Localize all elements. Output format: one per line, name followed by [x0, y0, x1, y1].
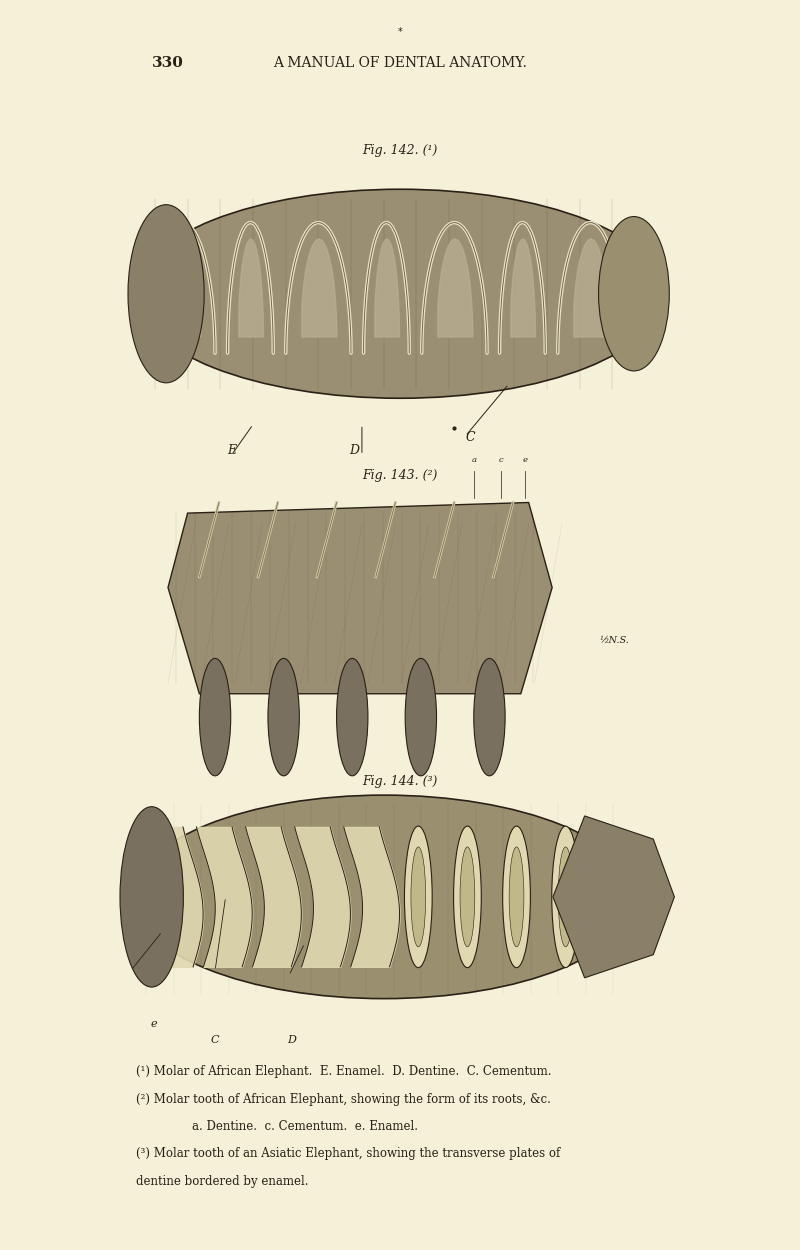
Text: Fig. 142. (¹): Fig. 142. (¹)	[362, 144, 438, 156]
Text: D: D	[349, 444, 358, 456]
Text: Fig. 144. (³): Fig. 144. (³)	[362, 775, 438, 788]
Text: a. Dentine.  c. Cementum.  e. Enamel.: a. Dentine. c. Cementum. e. Enamel.	[192, 1120, 418, 1132]
Text: (²) Molar tooth of African Elephant, showing the form of its roots, &c.: (²) Molar tooth of African Elephant, sho…	[136, 1092, 551, 1105]
Text: c: c	[499, 456, 503, 464]
Ellipse shape	[136, 189, 664, 399]
Text: 330: 330	[152, 56, 184, 70]
Text: (³) Molar tooth of an Asiatic Elephant, showing the transverse plates of: (³) Molar tooth of an Asiatic Elephant, …	[136, 1148, 560, 1160]
Ellipse shape	[460, 848, 475, 946]
Ellipse shape	[411, 848, 426, 946]
Text: C: C	[466, 431, 475, 444]
Text: A MANUAL OF DENTAL ANATOMY.: A MANUAL OF DENTAL ANATOMY.	[273, 56, 527, 70]
Text: Fig. 143. (²): Fig. 143. (²)	[362, 469, 438, 481]
Ellipse shape	[128, 205, 204, 382]
Ellipse shape	[268, 659, 299, 776]
Ellipse shape	[598, 216, 670, 371]
Ellipse shape	[405, 826, 432, 968]
Ellipse shape	[502, 826, 530, 968]
Text: E: E	[226, 444, 236, 456]
Ellipse shape	[405, 659, 437, 776]
Text: ½N.S.: ½N.S.	[599, 636, 629, 645]
Ellipse shape	[552, 826, 579, 968]
Polygon shape	[168, 503, 552, 694]
Text: dentine bordered by enamel.: dentine bordered by enamel.	[136, 1175, 309, 1188]
Ellipse shape	[474, 659, 505, 776]
Ellipse shape	[454, 826, 482, 968]
Text: a: a	[471, 456, 476, 464]
Ellipse shape	[133, 795, 635, 999]
Text: D: D	[287, 1035, 296, 1045]
Text: *: *	[398, 28, 402, 38]
Text: C: C	[210, 1035, 219, 1045]
Ellipse shape	[558, 848, 573, 946]
Ellipse shape	[120, 806, 183, 988]
Text: e: e	[522, 456, 527, 464]
Text: (¹) Molar of African Elephant.  E. Enamel.  D. Dentine.  C. Cementum.: (¹) Molar of African Elephant. E. Enamel…	[136, 1065, 551, 1078]
Ellipse shape	[337, 659, 368, 776]
Polygon shape	[553, 816, 674, 978]
Text: e: e	[151, 1019, 158, 1029]
Ellipse shape	[199, 659, 230, 776]
Ellipse shape	[509, 848, 524, 946]
